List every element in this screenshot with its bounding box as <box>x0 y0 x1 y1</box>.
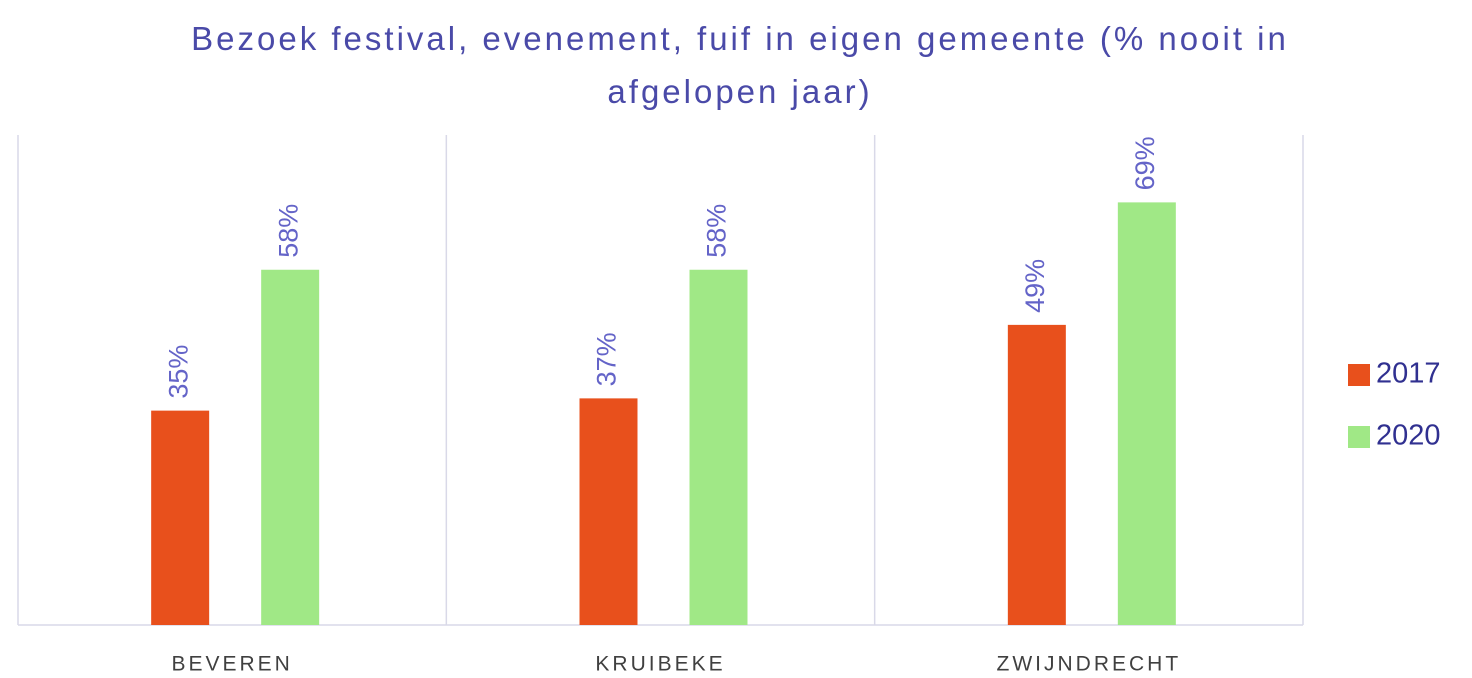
chart-title: Bezoek festival, evenement, fuif in eige… <box>191 20 1289 110</box>
bar <box>261 269 320 625</box>
value-label: 49% <box>1020 259 1050 313</box>
bar <box>1117 202 1176 625</box>
bar <box>579 398 638 625</box>
bar <box>151 410 210 625</box>
legend-label: 2017 <box>1376 358 1441 390</box>
x-tick-label: ZWIJNDRECHT <box>997 653 1182 676</box>
value-label: 69% <box>1130 136 1160 190</box>
legend-swatch <box>1348 426 1370 448</box>
bar <box>1007 324 1066 625</box>
legend-swatch <box>1348 364 1370 386</box>
x-tick-label: KRUIBEKE <box>595 653 725 676</box>
value-label: 35% <box>163 345 193 399</box>
legend-label: 2020 <box>1376 420 1441 452</box>
value-label: 37% <box>592 332 622 386</box>
x-tick-label: BEVEREN <box>171 653 292 676</box>
bar <box>689 269 748 625</box>
value-label: 58% <box>702 204 732 258</box>
value-label: 58% <box>273 204 303 258</box>
